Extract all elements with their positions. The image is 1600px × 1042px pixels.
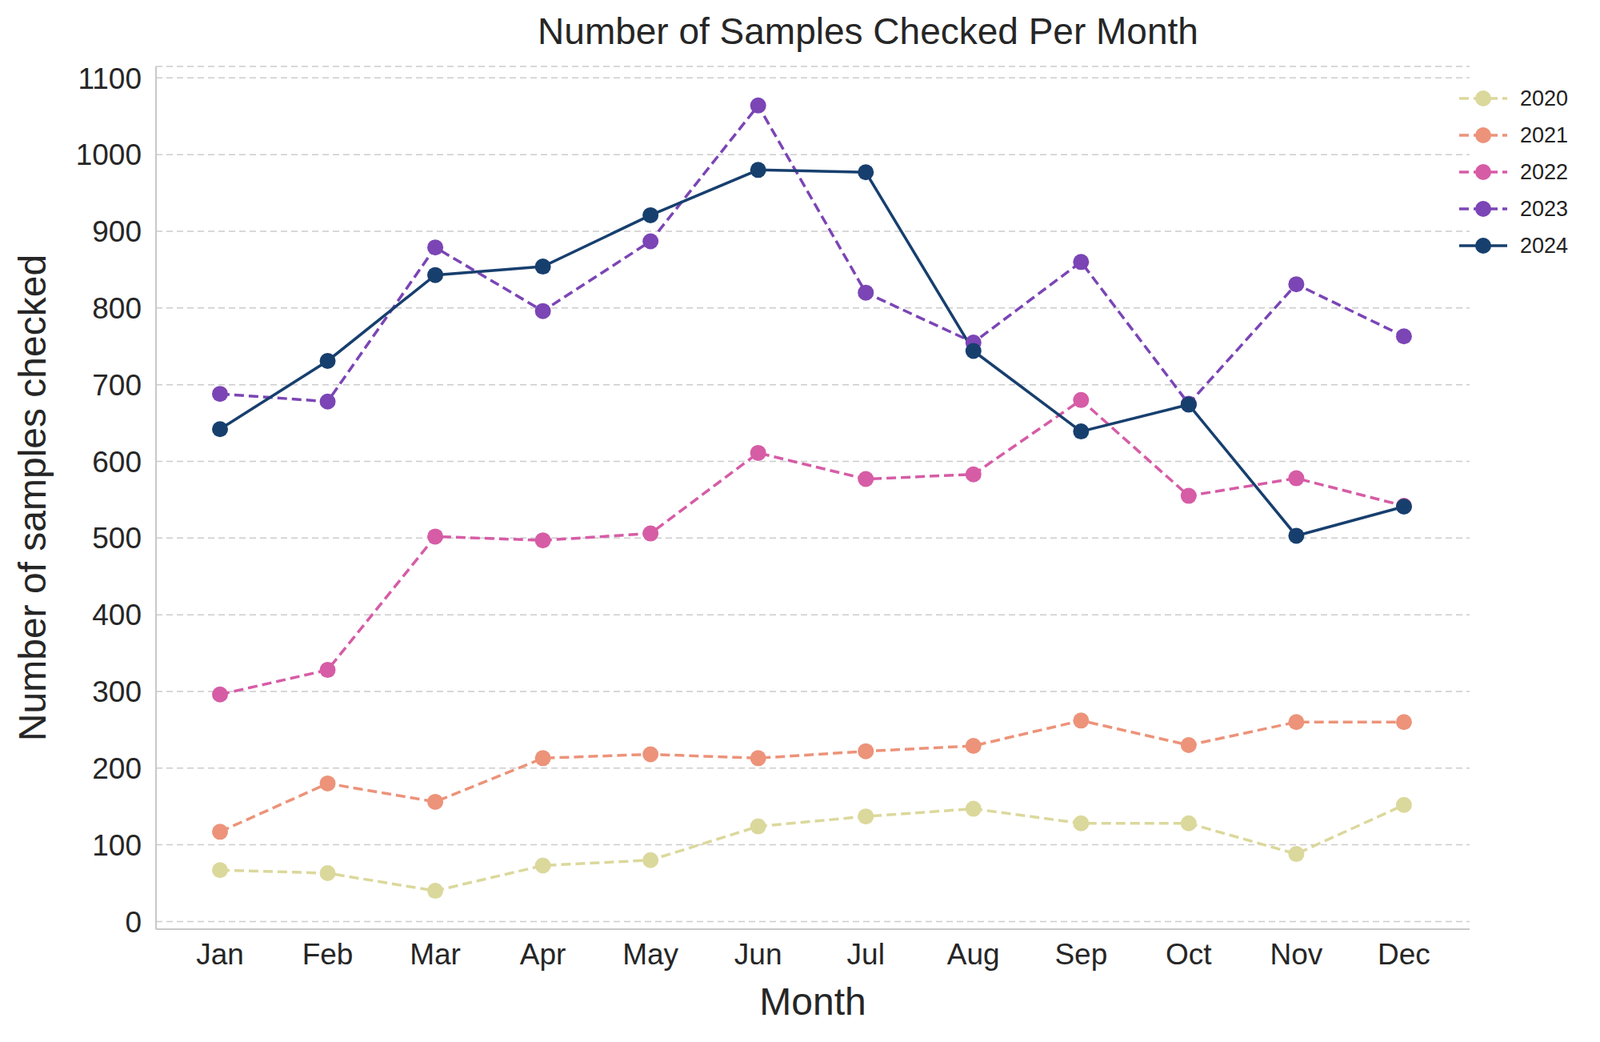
svg-text:100: 100 <box>92 828 142 862</box>
svg-text:Number of samples checked: Number of samples checked <box>11 254 54 741</box>
svg-text:300: 300 <box>92 675 142 708</box>
html-text:2021: 2021 <box>1519 122 1568 147</box>
svg-text:800: 800 <box>92 292 142 325</box>
svg-text:Dec: Dec <box>1377 937 1431 971</box>
html-text:Number of Samples Checked Per: Number of Samples Checked Per Month <box>537 10 1199 52</box>
svg-text:1100: 1100 <box>77 62 142 96</box>
svg-text:900: 900 <box>92 215 142 248</box>
svg-text:1000: 1000 <box>76 138 142 172</box>
svg-text:400: 400 <box>92 598 142 632</box>
svg-text:Sep: Sep <box>1054 937 1108 971</box>
html-text:2022: 2022 <box>1519 159 1568 184</box>
html-text:2020: 2020 <box>1519 86 1568 110</box>
svg-text:200: 200 <box>92 752 142 785</box>
svg-text:500: 500 <box>92 521 142 555</box>
svg-text:Nov: Nov <box>1269 937 1323 971</box>
svg-text:0: 0 <box>124 905 142 939</box>
svg-text:Mar: Mar <box>409 937 461 971</box>
svg-text:600: 600 <box>92 445 142 479</box>
svg-text:Apr: Apr <box>520 937 567 971</box>
svg-text:Jan: Jan <box>196 937 244 971</box>
svg-text:Aug: Aug <box>947 937 1000 971</box>
svg-text:Jul: Jul <box>847 937 885 971</box>
svg-text:700: 700 <box>92 368 142 402</box>
html-text:2023: 2023 <box>1519 196 1568 221</box>
svg-text:Feb: Feb <box>302 937 354 971</box>
svg-text:Oct: Oct <box>1165 937 1212 971</box>
svg-text:Month: Month <box>759 980 866 1023</box>
html-text:2024: 2024 <box>1519 233 1568 258</box>
svg-text:May: May <box>622 937 679 971</box>
svg-text:Jun: Jun <box>734 937 783 971</box>
